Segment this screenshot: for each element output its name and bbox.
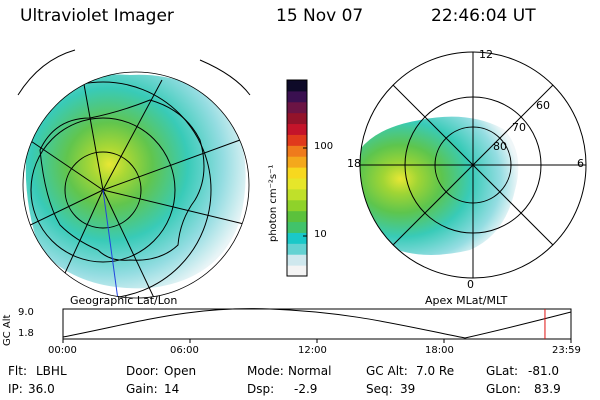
glat-label: GLat: — [486, 364, 519, 378]
x-tick-1800: 18:00 — [425, 345, 454, 356]
gain-label: Gain: — [126, 382, 158, 396]
colorbar-segment — [287, 90, 307, 103]
mlt-label-18: 18 — [347, 157, 361, 170]
glat-value: -81.0 — [528, 364, 560, 378]
colorbar-tick-10: 10 — [314, 229, 327, 240]
colorbar-segment — [287, 199, 307, 212]
colorbar-segment — [287, 112, 307, 125]
colorbar-tick-100: 100 — [314, 141, 334, 152]
door-label: Door: — [126, 364, 159, 378]
mode-label: Mode: — [247, 364, 284, 378]
colorbar-segment — [287, 167, 307, 179]
colorbar-segment — [287, 254, 307, 266]
latitude-ring — [23, 81, 212, 298]
colorbar-segment — [287, 188, 307, 201]
colorbar-segment — [287, 156, 307, 168]
aurora-emission-left — [25, 74, 246, 289]
colorbar-segment — [287, 210, 307, 223]
gcalt-label: GC Alt: — [366, 364, 408, 378]
colorbar-segment — [287, 178, 307, 190]
latitude-ring — [64, 151, 142, 229]
mlt-label-0: 0 — [467, 278, 474, 291]
time-label: 22:46:04 UT — [431, 6, 536, 26]
noon-meridian — [102, 189, 119, 298]
door-value: Open — [164, 364, 197, 378]
mlat-label-70: 70 — [512, 121, 526, 134]
image-boundary — [22, 71, 250, 299]
colorbar-segment — [287, 265, 307, 277]
instrument-title: Ultraviolet Imager — [20, 6, 174, 26]
gain-value: 14 — [164, 382, 180, 396]
x-tick-0000: 00:00 — [48, 345, 77, 356]
mode-value: Normal — [288, 364, 332, 378]
latitude-ring — [30, 117, 176, 263]
dsp-value: -2.9 — [294, 382, 318, 396]
colorbar-segment — [287, 232, 307, 244]
colorbar-segment — [287, 134, 307, 146]
flt-label: Flt: — [8, 364, 27, 378]
gc-alt-ytick-min: 1.8 — [18, 328, 34, 339]
gc-alt-curve — [62, 308, 572, 339]
x-tick-2359: 23:59 — [552, 345, 581, 356]
ip-label: IP: — [8, 382, 23, 396]
colorbar-segment — [287, 123, 307, 135]
mlt-label-6: 6 — [577, 157, 584, 170]
geographic-label: Geographic Lat/Lon — [70, 294, 178, 307]
x-tick-1200: 12:00 — [298, 345, 327, 356]
glon-label: GLon: — [486, 382, 521, 396]
colorbar-segment — [287, 243, 307, 255]
mlat-label-80: 80 — [493, 140, 507, 153]
colorbar-unit-label: photon cm⁻²s⁻¹ — [268, 164, 279, 242]
colorbar-segment — [287, 80, 307, 92]
colorbar-segment — [287, 101, 307, 114]
mlat-label-60: 60 — [536, 99, 550, 112]
seq-label: Seq: — [366, 382, 393, 396]
aurora-emission-right — [360, 116, 519, 255]
colorbar-segment — [287, 145, 307, 157]
gc-alt-ytick-max: 9.0 — [18, 307, 34, 318]
date-label: 15 Nov 07 — [276, 6, 364, 26]
ip-value: 36.0 — [28, 382, 55, 396]
seq-value: 39 — [400, 382, 416, 396]
colorbar-segment — [287, 221, 307, 233]
glon-value: 83.9 — [534, 382, 561, 396]
antarctica-outline — [39, 99, 205, 261]
gc-alt-ylabel: GC Alt — [2, 314, 13, 346]
x-tick-0600: 06:00 — [170, 345, 199, 356]
apex-label: Apex MLat/MLT — [425, 294, 508, 307]
mlt-label-12: 12 — [479, 48, 493, 61]
dsp-label: Dsp: — [247, 382, 275, 396]
gcalt-value: 7.0 Re — [416, 364, 455, 378]
flt-value: LBHL — [36, 364, 67, 378]
